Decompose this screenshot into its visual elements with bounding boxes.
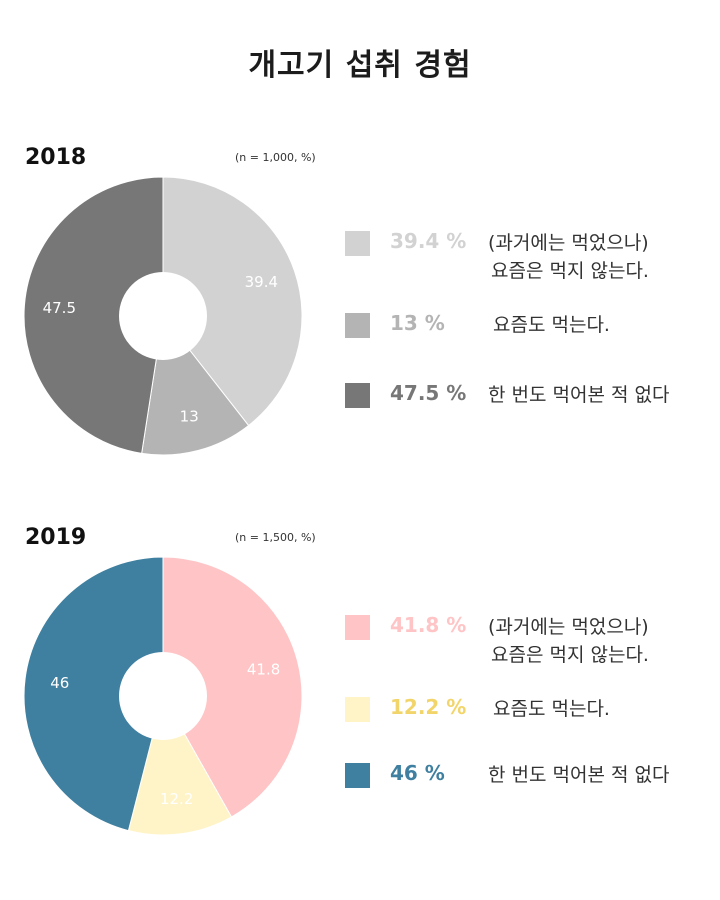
legend-swatch: [345, 763, 370, 788]
page-title: 개고기 섭취 경험: [248, 48, 472, 83]
panel-2019: 2019 (n = 1,500, %) 41.8 12.2 46 41.8 % (과…: [0, 525, 720, 885]
slice-value-label: 46: [50, 674, 69, 692]
legend-description: 한 번도 먹어본 적 없다: [488, 381, 669, 409]
legend-swatch: [345, 313, 370, 338]
donut-chart-2018: 39.4 13 47.5: [23, 176, 303, 456]
sample-size-note: (n = 1,000, %): [235, 151, 316, 164]
year-label: 2018: [25, 145, 87, 170]
legend-swatch: [345, 383, 370, 408]
legend-swatch: [345, 615, 370, 640]
slice-value-label: 13: [180, 408, 199, 426]
legend-description: 한 번도 먹어본 적 없다: [488, 761, 669, 789]
donut-chart-2019: 41.8 12.2 46: [23, 556, 303, 836]
donut-slice: [23, 556, 164, 832]
legend-description-line1: 요즘도 먹는다.: [493, 314, 610, 336]
legend-description: 요즘도 먹는다.: [493, 311, 610, 339]
legend-description-line1: (과거에는 먹었으나): [488, 232, 649, 254]
legend-percent: 46 %: [390, 761, 445, 785]
legend-description-line1: 한 번도 먹어본 적 없다: [488, 384, 670, 406]
legend-percent: 12.2 %: [390, 695, 467, 719]
donut-hole: [119, 272, 207, 360]
slice-value-label: 39.4: [245, 273, 278, 291]
legend-percent: 13 %: [390, 311, 445, 335]
donut-hole: [119, 652, 207, 740]
donut-slice: [162, 556, 303, 818]
legend-description-line1: (과거에는 먹었으나): [488, 616, 649, 638]
legend-description: 요즘도 먹는다.: [493, 695, 610, 723]
legend-percent: 41.8 %: [390, 613, 467, 637]
sample-size-note: (n = 1,500, %): [235, 531, 316, 544]
panel-2018: 2018 (n = 1,000, %) 39.4 13 47.5 39.4 % (과…: [0, 145, 720, 505]
donut-slice: [162, 176, 303, 427]
legend-description-line2: 요즘은 먹지 않는다.: [491, 644, 649, 666]
legend-description: (과거에는 먹었으나) 요즘은 먹지 않는다.: [488, 229, 649, 285]
slice-value-label: 47.5: [43, 299, 76, 317]
legend-description-line1: 한 번도 먹어본 적 없다: [488, 764, 670, 786]
legend-description: (과거에는 먹었으나) 요즘은 먹지 않는다.: [488, 613, 649, 669]
legend-percent: 47.5 %: [390, 381, 467, 405]
legend-description-line2: 요즘은 먹지 않는다.: [491, 260, 649, 282]
slice-value-label: 41.8: [247, 661, 280, 679]
donut-slice: [23, 176, 164, 454]
legend-swatch: [345, 231, 370, 256]
legend-description-line1: 요즘도 먹는다.: [493, 698, 610, 720]
year-label: 2019: [25, 525, 87, 550]
legend-percent: 39.4 %: [390, 229, 467, 253]
slice-value-label: 12.2: [160, 790, 193, 808]
legend-swatch: [345, 697, 370, 722]
